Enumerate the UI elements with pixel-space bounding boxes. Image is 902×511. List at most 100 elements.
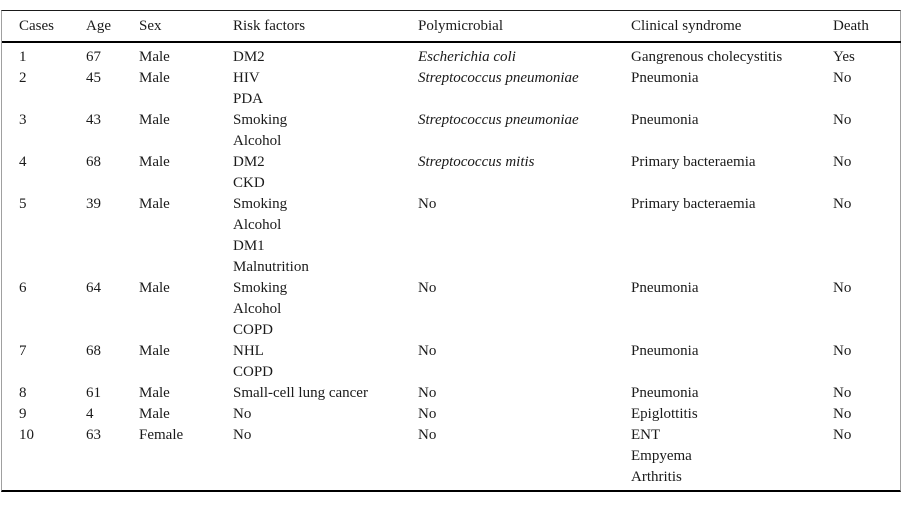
cell-death: No [833, 112, 852, 128]
column-header-age: Age [86, 11, 139, 43]
column-header-risk_factors: Risk factors [233, 11, 418, 43]
cell-cases: 9 [19, 406, 27, 422]
cell-risk_factors: Small-cell lung cancer [233, 383, 418, 404]
cell-line: CKD [233, 175, 265, 191]
cell-sex: Male [139, 70, 170, 86]
cell-risk_factors: No [233, 425, 418, 490]
cell-line: Empyema [631, 448, 692, 464]
cell-death: Yes [833, 49, 855, 65]
cell-clinical_syndrome: Pneumonia [631, 110, 833, 152]
cell-clinical_syndrome: Gangrenous cholecystitis [631, 42, 833, 68]
cell-age: 4 [86, 406, 94, 422]
cell-sex: Male [139, 112, 170, 128]
cell-risk_factors: DM2 CKD [233, 152, 418, 194]
cell-line: Alcohol [233, 301, 282, 317]
cell-line: Arthritis [631, 469, 682, 485]
cell-death: No [833, 385, 852, 401]
cell-death: No [833, 196, 852, 212]
cell-sex: Male [139, 196, 170, 212]
cell-risk_factors: DM2 [233, 42, 418, 68]
cases-table: Cases Age Sex Risk factors Polymicrobial Clin… [2, 11, 901, 490]
cell-cases: 10 [19, 427, 34, 443]
table-row: 5 39 Male Smoking Alcohol DM1 Malnutrition No Pr… [2, 194, 901, 278]
cell-line: Pneumonia [631, 385, 699, 401]
cell-line: Pneumonia [631, 280, 699, 296]
cell-polymicrobial: No [418, 385, 437, 401]
cell-line: Malnutrition [233, 259, 309, 275]
cell-line: PDA [233, 91, 264, 107]
cell-polymicrobial: No [418, 280, 437, 296]
cell-line: Alcohol [233, 133, 282, 149]
cell-clinical_syndrome: ENT Empyema Arthritis [631, 425, 833, 490]
cell-line: Small-cell lung cancer [233, 385, 368, 401]
cell-death: No [833, 70, 852, 86]
cell-age: 61 [86, 385, 101, 401]
cell-age: 68 [86, 343, 101, 359]
table-row: 7 68 Male NHL COPD No Pneumonia No [2, 341, 901, 383]
cell-sex: Male [139, 385, 170, 401]
cell-line: DM1 [233, 238, 265, 254]
cell-clinical_syndrome: Epiglottitis [631, 404, 833, 425]
cell-cases: 4 [19, 154, 27, 170]
table-header-row: Cases Age Sex Risk factors Polymicrobial Clin… [2, 11, 901, 43]
cell-line: Pneumonia [631, 112, 699, 128]
column-header-death: Death [833, 11, 901, 43]
cell-line: COPD [233, 364, 274, 380]
cell-line: Pneumonia [631, 70, 699, 86]
cell-polymicrobial: Escherichia coli [418, 49, 516, 65]
cell-line: Smoking [233, 280, 288, 296]
cell-line: Primary bacteraemia [631, 154, 756, 170]
column-header-polymicrobial: Polymicrobial [418, 11, 631, 43]
table-row: 3 43 Male Smoking Alcohol Streptococcus pneum… [2, 110, 901, 152]
cell-risk_factors: Smoking Alcohol DM1 Malnutrition [233, 194, 418, 278]
cell-clinical_syndrome: Pneumonia [631, 341, 833, 383]
cell-line: No [233, 427, 252, 443]
cell-age: 68 [86, 154, 101, 170]
cell-polymicrobial: No [418, 406, 437, 422]
cell-sex: Male [139, 406, 170, 422]
cell-line: DM2 [233, 49, 265, 65]
cell-line: Epiglottitis [631, 406, 698, 422]
cell-line: Smoking [233, 112, 288, 128]
cell-polymicrobial: No [418, 427, 437, 443]
cell-cases: 8 [19, 385, 27, 401]
column-header-cases: Cases [2, 11, 86, 43]
cell-line: Pneumonia [631, 343, 699, 359]
cell-cases: 6 [19, 280, 27, 296]
cell-death: No [833, 154, 852, 170]
cell-clinical_syndrome: Pneumonia [631, 383, 833, 404]
cell-death: No [833, 406, 852, 422]
cell-cases: 7 [19, 343, 27, 359]
cell-clinical_syndrome: Primary bacteraemia [631, 152, 833, 194]
table-row: 8 61 Male Small-cell lung cancer No Pneumonia… [2, 383, 901, 404]
cell-clinical_syndrome: Pneumonia [631, 68, 833, 110]
column-header-sex: Sex [139, 11, 233, 43]
cell-risk_factors: NHL COPD [233, 341, 418, 383]
cell-age: 63 [86, 427, 101, 443]
cell-sex: Male [139, 343, 170, 359]
cell-polymicrobial: Streptococcus mitis [418, 154, 535, 170]
cell-age: 67 [86, 49, 101, 65]
cell-line: NHL [233, 343, 264, 359]
cell-cases: 5 [19, 196, 27, 212]
cell-polymicrobial: No [418, 196, 437, 212]
table-body: 1 67 Male DM2 Escherichia coli Gangrenous cho… [2, 42, 901, 490]
table-row: 4 68 Male DM2 CKD Streptococcus mitis Primary … [2, 152, 901, 194]
cell-age: 39 [86, 196, 101, 212]
cell-risk_factors: No [233, 404, 418, 425]
cell-clinical_syndrome: Pneumonia [631, 278, 833, 341]
cell-cases: 1 [19, 49, 27, 65]
cell-sex: Male [139, 280, 170, 296]
cell-death: No [833, 280, 852, 296]
cell-cases: 2 [19, 70, 27, 86]
cell-sex: Female [139, 427, 184, 443]
cell-death: No [833, 343, 852, 359]
table-row: 9 4 Male No No Epiglottitis No [2, 404, 901, 425]
cell-line: Smoking [233, 196, 288, 212]
cell-risk_factors: Smoking Alcohol COPD [233, 278, 418, 341]
cell-sex: Male [139, 49, 170, 65]
table-row: 6 64 Male Smoking Alcohol COPD No Pneumonia No [2, 278, 901, 341]
cell-age: 43 [86, 112, 101, 128]
cell-line: ENT [631, 427, 661, 443]
cell-line: Alcohol [233, 217, 282, 233]
